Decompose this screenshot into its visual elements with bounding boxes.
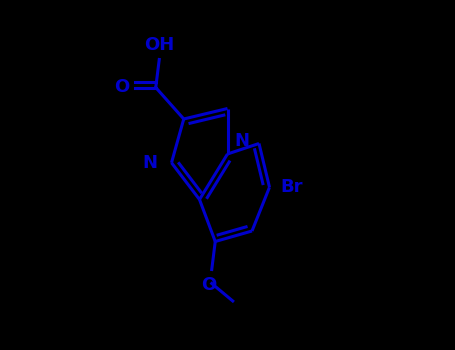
Text: Br: Br: [280, 178, 303, 196]
Text: OH: OH: [144, 36, 174, 54]
Text: N: N: [142, 154, 157, 172]
Text: O: O: [201, 276, 216, 294]
Text: N: N: [234, 133, 249, 150]
Text: O: O: [114, 78, 130, 97]
